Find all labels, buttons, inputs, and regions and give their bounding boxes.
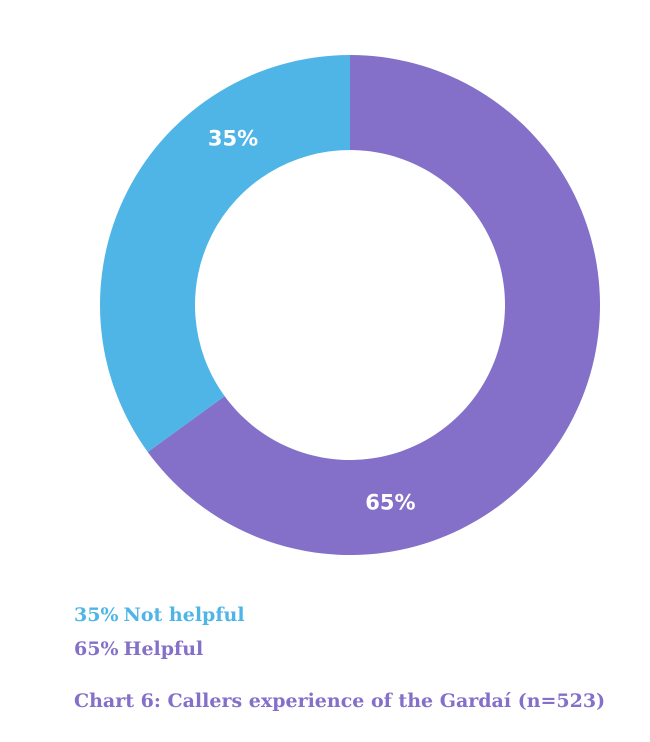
- slice-helpful: [147, 55, 600, 555]
- legend-item-not-helpful: 35% Not helpful: [74, 598, 245, 632]
- slice-label-not-helpful: 35%: [208, 127, 258, 151]
- legend-value-helpful: 65%: [74, 638, 119, 660]
- legend-label-not-helpful: Not helpful: [123, 604, 245, 626]
- donut-slices: [99, 55, 600, 555]
- chart-caption: Chart 6: Callers experience of the Garda…: [74, 690, 606, 712]
- donut-slice-labels: 65% 35%: [208, 127, 416, 515]
- legend-value-not-helpful: 35%: [74, 604, 119, 626]
- slice-label-helpful: 65%: [365, 490, 415, 514]
- legend-label-helpful: Helpful: [123, 638, 204, 660]
- chart-legend: 35% Not helpful 65% Helpful: [74, 598, 245, 666]
- slice-not-helpful: [99, 55, 351, 452]
- legend-item-helpful: 65% Helpful: [74, 632, 245, 666]
